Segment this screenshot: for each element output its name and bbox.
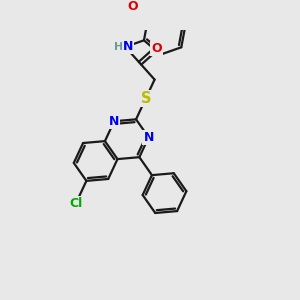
Text: N: N	[123, 40, 133, 53]
Text: H: H	[114, 42, 123, 52]
Text: Cl: Cl	[69, 197, 82, 210]
Text: N: N	[109, 115, 119, 128]
Text: O: O	[128, 0, 139, 13]
Text: S: S	[141, 91, 151, 106]
Text: N: N	[143, 131, 154, 144]
Text: O: O	[151, 42, 162, 55]
